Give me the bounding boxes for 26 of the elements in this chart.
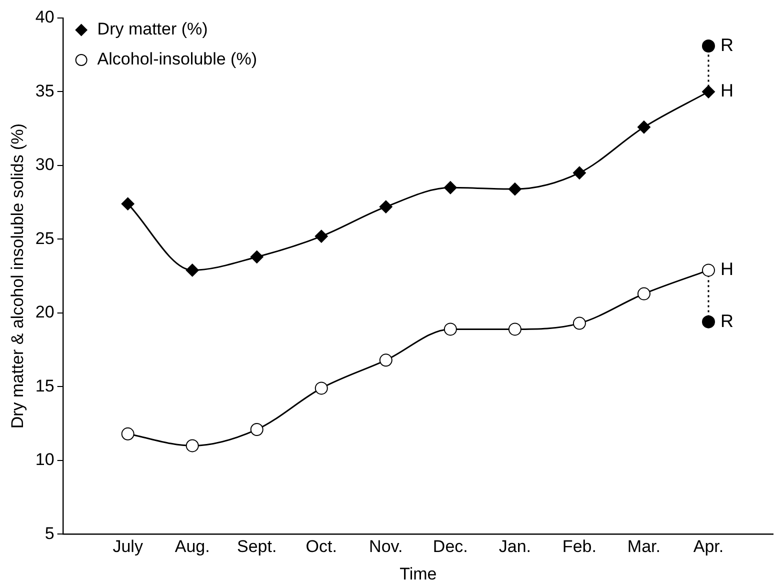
x-tick-label: Nov. <box>369 537 403 556</box>
x-tick-label: Apr. <box>693 537 724 556</box>
x-tick-label: Oct. <box>306 537 337 556</box>
y-axis-title: Dry matter & alcohol insoluble solids (%) <box>8 124 27 429</box>
y-tick-label: 40 <box>35 8 54 27</box>
annotation: H <box>720 259 734 280</box>
annotation: R <box>720 34 734 55</box>
x-tick-label: Dec. <box>432 537 468 556</box>
annotation: R <box>720 310 734 331</box>
y-tick-label: 20 <box>35 302 54 322</box>
y-tick-label: 5 <box>44 524 54 543</box>
legend-label: Dry matter (%) <box>97 20 208 39</box>
x-tick-label: Jan. <box>498 537 531 556</box>
annotation: H <box>720 80 734 101</box>
y-tick-label: 15 <box>35 376 54 396</box>
y-tick-label: 35 <box>35 81 54 100</box>
x-tick-label: Sept. <box>237 537 277 556</box>
x-tick-label: Aug. <box>174 537 210 556</box>
x-tick-label: Mar. <box>627 537 660 556</box>
x-tick-label: July <box>112 537 144 556</box>
y-tick-label: 10 <box>35 450 54 470</box>
y-tick-label: 25 <box>35 228 54 248</box>
legend-label: Alcohol-insoluble (%) <box>97 50 257 69</box>
x-tick-label: Feb. <box>562 537 596 556</box>
y-tick-label: 30 <box>35 155 54 174</box>
x-axis-title: Time <box>400 564 437 584</box>
